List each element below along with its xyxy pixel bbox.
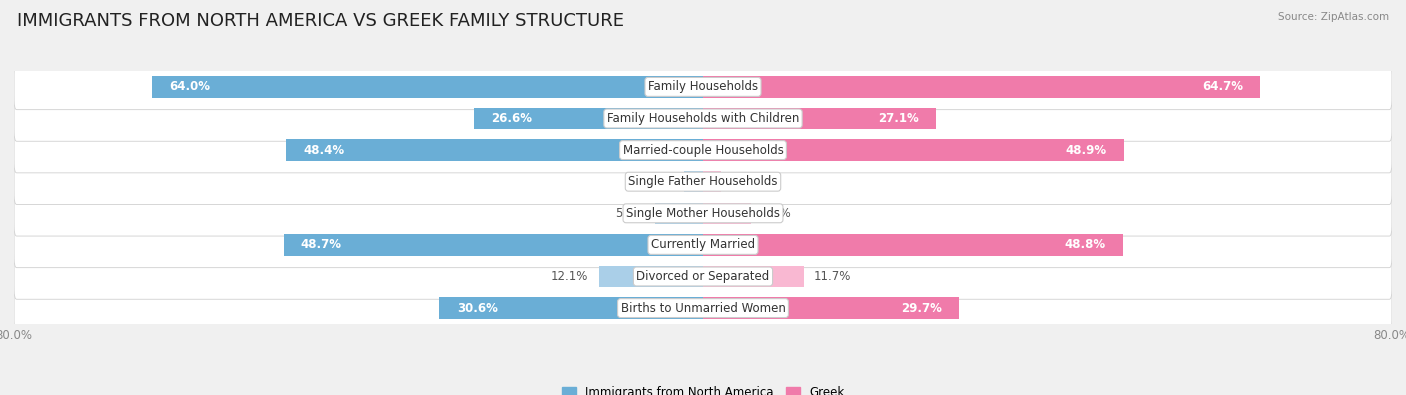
Bar <box>440 297 703 319</box>
Text: 64.0%: 64.0% <box>169 81 209 93</box>
Bar <box>703 266 804 287</box>
Text: 48.7%: 48.7% <box>301 239 342 251</box>
Text: 27.1%: 27.1% <box>879 112 920 125</box>
Text: Family Households with Children: Family Households with Children <box>607 112 799 125</box>
Bar <box>284 234 703 256</box>
Bar <box>655 203 703 224</box>
FancyBboxPatch shape <box>14 190 1392 236</box>
Text: Source: ZipAtlas.com: Source: ZipAtlas.com <box>1278 12 1389 22</box>
Bar <box>703 108 936 129</box>
Text: 5.6%: 5.6% <box>762 207 792 220</box>
Bar <box>703 139 1125 161</box>
Bar <box>703 234 1123 256</box>
Bar <box>703 203 751 224</box>
Text: 2.2%: 2.2% <box>644 175 673 188</box>
Text: 29.7%: 29.7% <box>901 302 942 314</box>
Bar <box>685 171 703 192</box>
Text: 26.6%: 26.6% <box>491 112 531 125</box>
Text: 48.4%: 48.4% <box>304 144 344 156</box>
Bar <box>703 76 1260 98</box>
Text: 30.6%: 30.6% <box>457 302 498 314</box>
Bar <box>474 108 703 129</box>
FancyBboxPatch shape <box>14 64 1392 110</box>
Text: 48.9%: 48.9% <box>1066 144 1107 156</box>
Text: Married-couple Households: Married-couple Households <box>623 144 783 156</box>
Text: 11.7%: 11.7% <box>814 270 852 283</box>
Text: 64.7%: 64.7% <box>1202 81 1243 93</box>
Text: Divorced or Separated: Divorced or Separated <box>637 270 769 283</box>
Text: 5.6%: 5.6% <box>614 207 644 220</box>
Text: Single Mother Households: Single Mother Households <box>626 207 780 220</box>
Text: Family Households: Family Households <box>648 81 758 93</box>
Text: IMMIGRANTS FROM NORTH AMERICA VS GREEK FAMILY STRUCTURE: IMMIGRANTS FROM NORTH AMERICA VS GREEK F… <box>17 12 624 30</box>
FancyBboxPatch shape <box>14 285 1392 331</box>
Text: Births to Unmarried Women: Births to Unmarried Women <box>620 302 786 314</box>
FancyBboxPatch shape <box>14 159 1392 205</box>
Text: Single Father Households: Single Father Households <box>628 175 778 188</box>
Text: 2.1%: 2.1% <box>731 175 761 188</box>
FancyBboxPatch shape <box>14 96 1392 141</box>
Text: 12.1%: 12.1% <box>551 270 589 283</box>
Bar <box>152 76 703 98</box>
FancyBboxPatch shape <box>14 254 1392 299</box>
Bar <box>599 266 703 287</box>
Bar <box>703 171 721 192</box>
Text: Currently Married: Currently Married <box>651 239 755 251</box>
FancyBboxPatch shape <box>14 127 1392 173</box>
Legend: Immigrants from North America, Greek: Immigrants from North America, Greek <box>561 386 845 395</box>
Bar <box>287 139 703 161</box>
Bar <box>703 297 959 319</box>
Text: 48.8%: 48.8% <box>1064 239 1107 251</box>
FancyBboxPatch shape <box>14 222 1392 268</box>
